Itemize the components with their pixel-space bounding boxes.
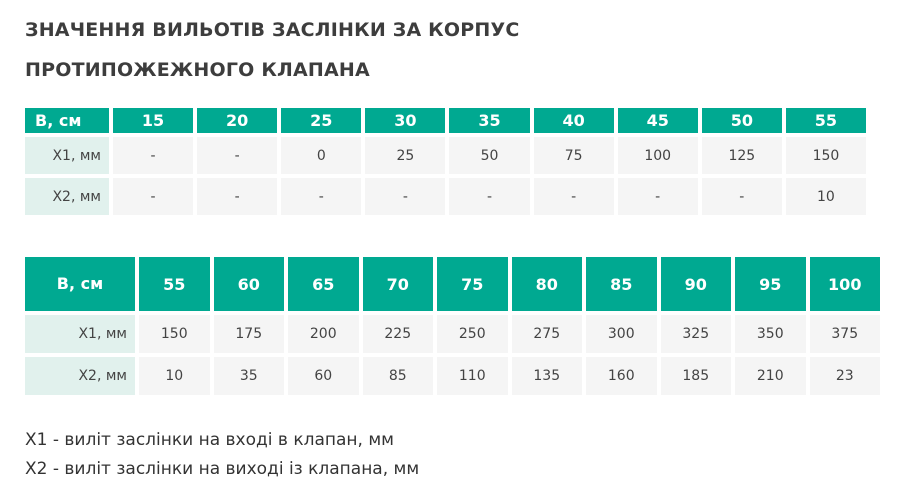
row-label: X2, мм [25,357,135,395]
header-cell: 55 [785,108,866,133]
header-cell: 45 [617,108,698,133]
header-cell: 20 [197,108,278,133]
table-cell: - [365,178,446,215]
table-row: X2, мм 10 35 60 85 110 135 160 185 210 23 [25,357,880,395]
table-cell: 175 [213,315,284,353]
header-cell: 70 [362,257,433,311]
header-cell: 30 [365,108,446,133]
header-label: B, см [25,257,135,311]
table-cell: 50 [449,137,530,174]
table-cell: 75 [533,137,614,174]
table-cell: - [281,178,362,215]
table-cell: - [617,178,698,215]
table-cell: 0 [281,137,362,174]
table-cell: - [449,178,530,215]
table-cell: - [113,137,194,174]
table-cell: 150 [785,137,866,174]
header-row: B, см 15 20 25 30 35 40 45 50 55 [25,108,866,133]
table-cell: 150 [139,315,210,353]
table-cell: 275 [511,315,582,353]
row-label: X1, мм [25,137,109,174]
header-label: B, см [25,108,109,133]
table-cell: 160 [586,357,657,395]
header-cell: 95 [735,257,806,311]
table-cell: 300 [586,315,657,353]
table-cell: 375 [809,315,880,353]
header-cell: 25 [281,108,362,133]
table-cell: 23 [809,357,880,395]
row-label: X1, мм [25,315,135,353]
header-cell: 90 [660,257,731,311]
table-cell: 200 [288,315,359,353]
row-label: X2, мм [25,178,109,215]
header-cell: 55 [139,257,210,311]
table-cell: - [197,178,278,215]
table-row: X1, мм - -0 25 50 75 100 125 150 [25,137,866,174]
header-cell: 40 [533,108,614,133]
header-cell: 85 [586,257,657,311]
header-cell: 50 [701,108,782,133]
table-cell: 135 [511,357,582,395]
header-cell: 75 [437,257,508,311]
table-cell: 125 [701,137,782,174]
table-cell: 325 [660,315,731,353]
table-cell: 85 [362,357,433,395]
table-cell: 35 [213,357,284,395]
offset-table-2: B, см 55 60 65 70 75 80 85 90 95 100 X1, мм 150 175 20… [21,253,884,399]
header-cell: 60 [213,257,284,311]
table-cell: 185 [660,357,731,395]
table-cell: 100 [617,137,698,174]
table-row: X1, мм 150 175 200 225 250 275 300 325 350 375 [25,315,880,353]
table-cell: 350 [735,315,806,353]
table-cell: 60 [288,357,359,395]
table-cell: 25 [365,137,446,174]
header-cell: 35 [449,108,530,133]
table-row: X2, мм - - - - - - - -10 [25,178,866,215]
offset-table-1: B, см 15 20 25 30 35 40 45 50 55 X1, мм - -0 25 50 75 10… [21,104,870,219]
table-cell: - [197,137,278,174]
table-cell: - [533,178,614,215]
table-cell: 10 [785,178,866,215]
page-title: ЗНАЧЕННЯ ВИЛЬОТІВ ЗАСЛІНКИ ЗА КОРПУС ПРО… [25,19,520,81]
header-cell: 15 [113,108,194,133]
table-cell: 210 [735,357,806,395]
header-cell: 65 [288,257,359,311]
table-cell: 110 [437,357,508,395]
table-cell: - [701,178,782,215]
table-cell: 10 [139,357,210,395]
header-cell: 80 [511,257,582,311]
note-x1: X1 - виліт заслінки на вході в клапан, м… [25,430,394,450]
table-cell: - [113,178,194,215]
table-cell: 225 [362,315,433,353]
note-x2: X2 - виліт заслінки на виході із клапана… [25,459,420,479]
table-cell: 250 [437,315,508,353]
header-row: B, см 55 60 65 70 75 80 85 90 95 100 [25,257,880,311]
header-cell: 100 [809,257,880,311]
